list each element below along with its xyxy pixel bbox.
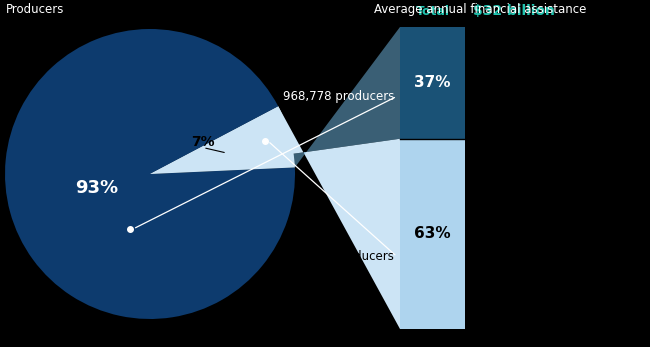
Text: Average annual financial assistance: Average annual financial assistance	[374, 2, 586, 16]
Text: 63%: 63%	[414, 226, 451, 242]
Bar	[400, 27, 465, 139]
Text: 37%: 37%	[414, 75, 450, 90]
Wedge shape	[150, 107, 295, 174]
Text: 7%: 7%	[191, 135, 215, 149]
Text: 74,655 producers: 74,655 producers	[290, 250, 394, 263]
Polygon shape	[150, 27, 400, 174]
Text: Producers: Producers	[6, 2, 64, 16]
Text: 968,778 producers: 968,778 producers	[283, 90, 394, 103]
Text: 93%: 93%	[75, 179, 118, 197]
Bar	[400, 139, 465, 329]
Text: $32 billion: $32 billion	[473, 4, 555, 18]
Wedge shape	[5, 29, 295, 319]
Text: Total: Total	[415, 5, 450, 17]
Polygon shape	[150, 107, 400, 329]
Text: $11.9 billion: $11.9 billion	[473, 76, 570, 90]
Text: $20.3 billion: $20.3 billion	[473, 227, 570, 241]
